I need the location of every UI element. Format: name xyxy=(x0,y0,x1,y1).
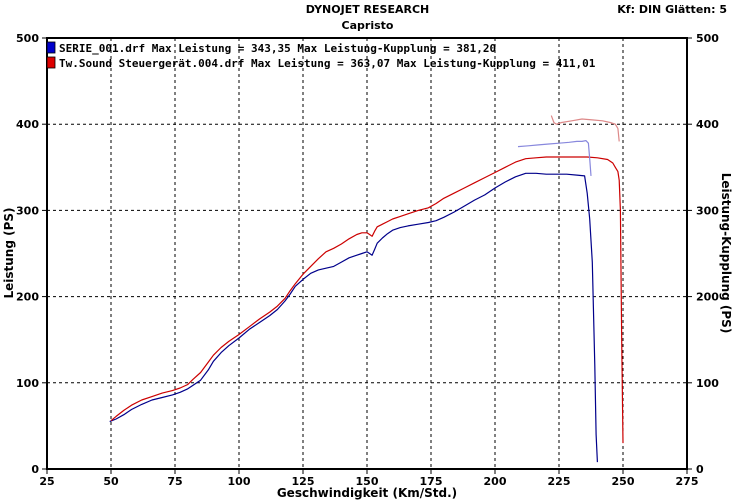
y-axis-label: Leistung (PS) xyxy=(2,207,16,298)
series-line-2 xyxy=(517,140,592,176)
y-axis-label-right: Leistung-Kupplung (PS) xyxy=(719,173,733,334)
y-tick-label-right: 0 xyxy=(696,463,704,476)
legend-entry: SERIE_001.drf Max Leistung = 343,35 Max … xyxy=(59,42,496,55)
legend: SERIE_001.drf Max Leistung = 343,35 Max … xyxy=(46,41,596,70)
y-tick-label-right: 500 xyxy=(696,32,719,45)
y-tick-label: 200 xyxy=(16,291,39,304)
x-tick-label: 150 xyxy=(356,475,379,488)
x-axis-label: Geschwindigkeit (Km/Std.) xyxy=(277,486,457,500)
y-tick-label: 100 xyxy=(16,377,39,390)
y-tick-label-right: 300 xyxy=(696,204,719,217)
x-tick-label: 175 xyxy=(420,475,443,488)
series-line-3 xyxy=(550,115,620,142)
x-tick-label: 250 xyxy=(612,475,635,488)
chart-subtitle: Capristo xyxy=(341,19,394,32)
legend-swatch xyxy=(46,41,56,54)
y-tick-label: 500 xyxy=(16,32,39,45)
plot-area xyxy=(46,37,688,470)
y-tick-label-right: 200 xyxy=(696,291,719,304)
y-tick-label: 400 xyxy=(16,118,39,131)
x-tick-label: 25 xyxy=(39,475,54,488)
x-tick-label: 125 xyxy=(292,475,315,488)
settings-label: Kf: DIN Glätten: 5 xyxy=(617,3,727,16)
x-tick-label: 75 xyxy=(167,475,182,488)
y-tick-label-right: 100 xyxy=(696,377,719,390)
x-tick-label: 50 xyxy=(103,475,119,488)
series-line-1 xyxy=(110,156,624,444)
x-tick-label: 200 xyxy=(484,475,507,488)
series-lines xyxy=(109,115,624,463)
chart-title: DYNOJET RESEARCH xyxy=(305,3,430,16)
y-tick-label: 0 xyxy=(31,463,39,476)
x-tick-label: 275 xyxy=(676,475,699,488)
grid xyxy=(47,38,687,469)
legend-entry: Tw.Sound Steuergerät.004.drf Max Leistun… xyxy=(59,57,596,70)
x-tick-label: 100 xyxy=(228,475,251,488)
legend-swatch xyxy=(46,56,56,69)
y-tick-label: 300 xyxy=(16,204,39,217)
y-tick-label-right: 400 xyxy=(696,118,719,131)
x-tick-label: 225 xyxy=(548,475,571,488)
series-line-0 xyxy=(109,172,598,463)
